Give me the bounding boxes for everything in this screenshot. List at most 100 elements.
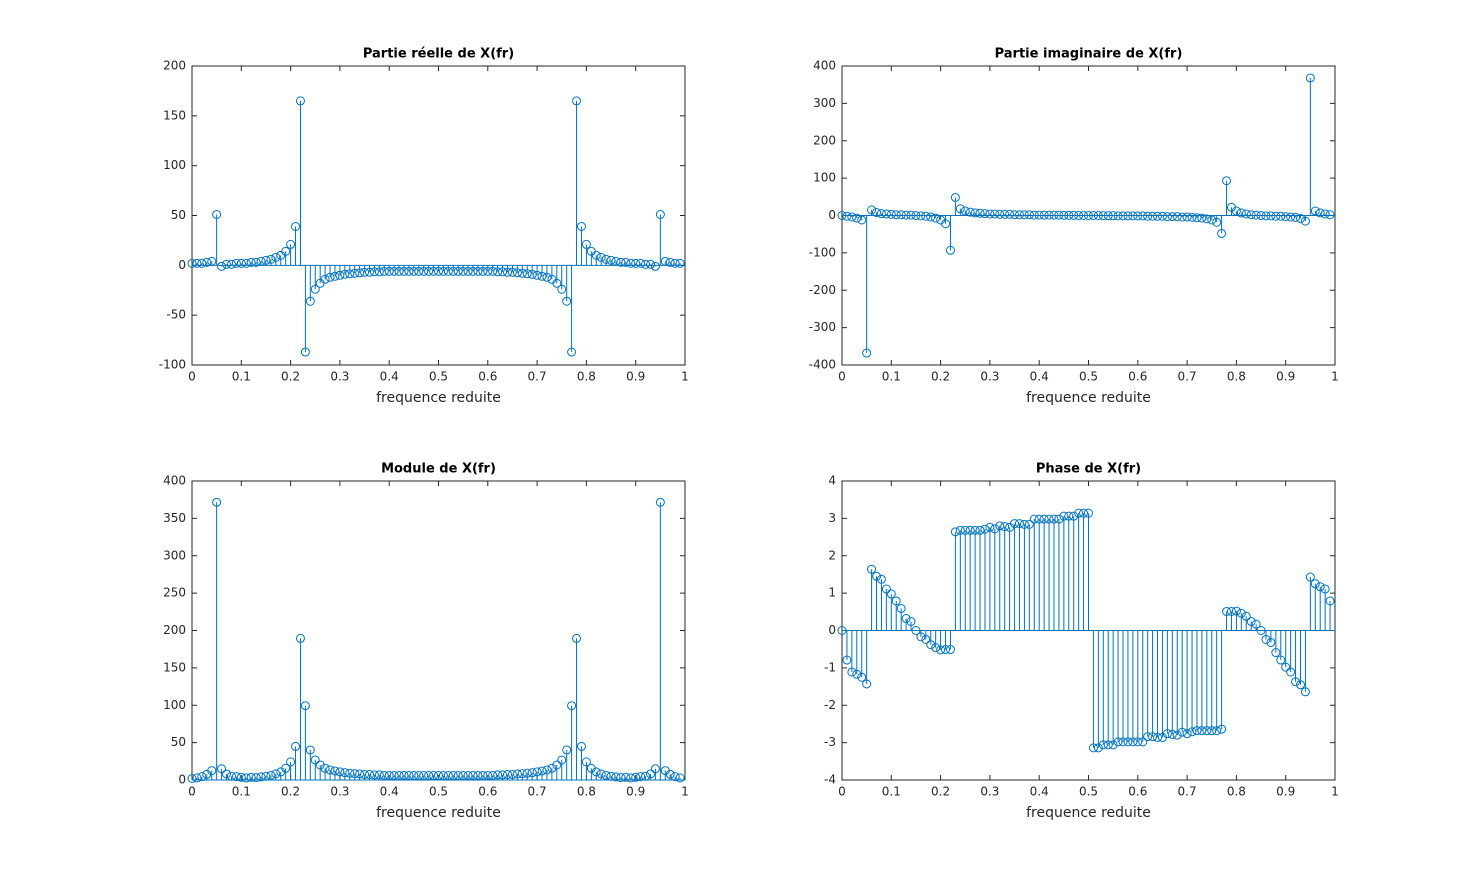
plot-area	[191, 65, 686, 366]
stem-marker	[1172, 730, 1182, 740]
stem-marker	[675, 773, 685, 783]
stem-marker	[364, 267, 374, 277]
stem-marker	[384, 266, 394, 276]
stem-marker	[310, 284, 320, 294]
stem-marker	[335, 270, 345, 280]
stem-marker	[1093, 743, 1103, 753]
stem-marker	[256, 256, 266, 266]
stem-marker	[1236, 608, 1246, 618]
stem-marker	[1315, 582, 1325, 592]
x-tick-label: 0.8	[1227, 370, 1246, 384]
stem-marker	[596, 769, 606, 779]
stem-marker	[1295, 213, 1305, 223]
stem-marker	[901, 210, 911, 220]
stem-marker	[409, 771, 419, 781]
stem-marker	[1276, 655, 1286, 665]
stem-marker	[503, 267, 513, 277]
stem-marker	[394, 770, 404, 780]
stem-marker	[675, 258, 685, 268]
plot-area	[191, 480, 686, 781]
y-tick-label: 300	[163, 548, 186, 562]
stem-marker	[1029, 514, 1039, 524]
stem-marker	[950, 193, 960, 203]
stem-marker	[665, 257, 675, 267]
stem-marker	[636, 772, 646, 782]
stem-marker	[384, 770, 394, 780]
x-tick-label: 0.7	[1178, 785, 1197, 799]
stem-marker	[187, 258, 197, 268]
stem-marker	[507, 770, 517, 780]
stem-marker	[641, 771, 651, 781]
stem-marker	[975, 525, 985, 535]
stem-marker	[842, 655, 852, 665]
y-tick-label: -1	[824, 660, 836, 674]
stem-marker	[1281, 662, 1291, 672]
stem-marker	[995, 521, 1005, 531]
stem-marker	[468, 266, 478, 276]
stem-marker	[443, 266, 453, 276]
stem-marker	[965, 525, 975, 535]
stem-marker	[246, 257, 256, 267]
x-tick-label: 0.4	[1030, 785, 1049, 799]
stem-marker	[876, 209, 886, 219]
stem-marker	[970, 525, 980, 535]
stem-marker	[453, 266, 463, 276]
stem-marker	[266, 770, 276, 780]
stem-marker	[212, 210, 222, 220]
x-axis-label: frequence reduite	[1026, 390, 1151, 406]
stem-marker	[670, 258, 680, 268]
stem-marker	[1320, 584, 1330, 594]
stem-marker	[1133, 211, 1143, 221]
stem-marker	[572, 96, 582, 106]
x-tick-label: 0.8	[1227, 785, 1246, 799]
stem-marker	[1325, 210, 1335, 220]
x-tick-label: 1	[1331, 785, 1339, 799]
stem-marker	[434, 266, 443, 276]
stem-marker	[512, 268, 522, 278]
y-tick-label: 50	[171, 735, 186, 749]
x-tick-label: 0.4	[380, 785, 399, 799]
y-tick-label: -300	[809, 320, 836, 334]
stem-marker	[493, 770, 503, 780]
stem-marker	[1079, 508, 1089, 518]
x-tick-label: 0	[838, 785, 846, 799]
stem-marker	[404, 770, 414, 780]
stem-marker	[1202, 726, 1212, 736]
stem-marker	[975, 208, 985, 218]
stem-marker	[1029, 210, 1039, 220]
x-tick-label: 0.8	[577, 370, 596, 384]
stem-marker	[970, 208, 980, 218]
stem-marker	[995, 209, 1005, 219]
stem-marker	[636, 258, 646, 268]
stem-marker	[355, 769, 365, 779]
stem-marker	[1310, 579, 1320, 589]
stem-marker	[1167, 729, 1177, 739]
y-tick-label: 0	[828, 623, 836, 637]
stem-marker	[1162, 729, 1172, 739]
stem-marker	[222, 769, 232, 779]
stem-marker	[916, 211, 926, 221]
stem-marker	[1010, 519, 1020, 529]
stem-marker	[399, 266, 409, 276]
stem-marker	[1059, 210, 1069, 220]
x-axis-label: frequence reduite	[1026, 805, 1151, 821]
stem-marker	[945, 645, 955, 655]
stem-marker	[1019, 519, 1029, 529]
stem-marker	[906, 617, 916, 627]
stem-marker	[507, 267, 517, 277]
x-tick-label: 0.1	[232, 370, 251, 384]
stem-marker	[1074, 508, 1084, 518]
stem-marker	[1212, 217, 1222, 227]
stem-marker	[379, 770, 389, 780]
stem-marker	[320, 763, 330, 773]
stem-marker	[236, 772, 246, 782]
stem-marker	[522, 269, 532, 279]
stem-marker	[468, 770, 478, 780]
x-tick-label: 0.1	[882, 370, 901, 384]
y-tick-label: 200	[163, 623, 186, 637]
stem-marker	[611, 772, 621, 782]
x-tick-label: 0.6	[478, 785, 497, 799]
stem-marker	[1039, 210, 1049, 220]
stem-marker	[1222, 606, 1232, 616]
stem-marker	[340, 768, 350, 778]
